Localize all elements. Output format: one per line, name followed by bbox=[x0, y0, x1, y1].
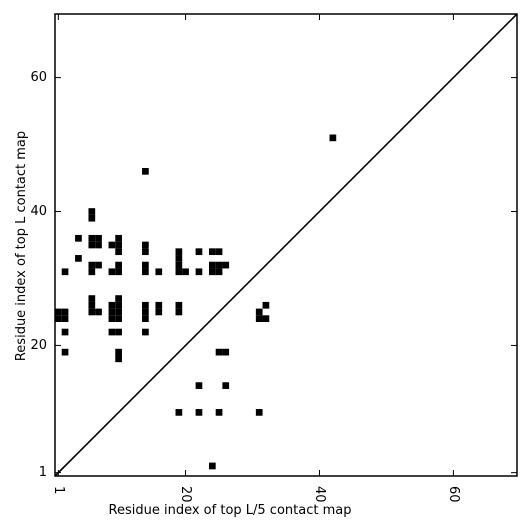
contact-cell bbox=[175, 308, 183, 316]
contact-cell bbox=[108, 268, 116, 276]
contact-cell bbox=[155, 268, 163, 276]
contact-cell bbox=[175, 261, 183, 269]
diagonal-line bbox=[54, 13, 518, 477]
contact-cell bbox=[88, 234, 96, 242]
contact-cell bbox=[329, 134, 337, 142]
contact-cell bbox=[182, 268, 189, 276]
contact-cell bbox=[75, 255, 82, 262]
contact-cell bbox=[75, 234, 82, 242]
contact-cell bbox=[195, 268, 203, 276]
contact-cell bbox=[175, 268, 183, 276]
contact-cell bbox=[61, 308, 69, 316]
x-tick-label: 40 bbox=[312, 486, 327, 503]
x-tick-label: 60 bbox=[446, 486, 461, 503]
contact-cell bbox=[262, 315, 270, 322]
contact-cell bbox=[209, 248, 216, 256]
contact-cell bbox=[88, 268, 96, 276]
contact-cell bbox=[95, 241, 102, 249]
contact-cell bbox=[108, 328, 116, 336]
contact-cell bbox=[55, 308, 62, 316]
x-tick-label: 1 bbox=[51, 486, 66, 494]
contact-cell bbox=[142, 301, 149, 309]
y-axis-label: Residue index of top L contact map bbox=[14, 131, 29, 361]
contact-cell bbox=[215, 409, 223, 416]
contact-cell bbox=[108, 241, 116, 249]
contact-cell bbox=[175, 255, 183, 262]
contact-cell bbox=[108, 301, 116, 309]
contact-cell bbox=[195, 409, 203, 416]
contact-cell bbox=[155, 308, 163, 316]
contact-cell bbox=[108, 315, 116, 322]
contact-cell bbox=[115, 308, 122, 316]
contact-cell bbox=[142, 168, 149, 175]
contact-cell bbox=[115, 248, 122, 256]
contact-cell bbox=[222, 261, 230, 269]
contact-cell bbox=[88, 208, 96, 215]
contact-cell bbox=[115, 355, 122, 363]
contact-cell bbox=[142, 261, 149, 269]
contact-cell bbox=[61, 348, 69, 356]
contact-cell bbox=[195, 382, 203, 389]
contact-cell bbox=[155, 301, 163, 309]
plot-frame bbox=[54, 13, 518, 477]
contact-cell bbox=[88, 301, 96, 309]
contact-cell bbox=[142, 241, 149, 249]
contact-cell bbox=[215, 248, 223, 256]
contact-cell bbox=[61, 268, 69, 276]
contact-cell bbox=[209, 261, 216, 269]
contact-cell bbox=[215, 268, 223, 276]
contact-cell bbox=[95, 308, 102, 316]
contact-cell bbox=[215, 348, 223, 356]
contact-cell bbox=[222, 348, 230, 356]
contact-cell bbox=[175, 248, 183, 256]
contact-cell bbox=[115, 328, 122, 336]
contact-cell bbox=[195, 248, 203, 256]
contact-cell bbox=[115, 348, 122, 356]
y-tick-label: 1 bbox=[39, 465, 47, 480]
contact-cell bbox=[115, 234, 122, 242]
contact-cell bbox=[209, 462, 216, 470]
contact-cell bbox=[222, 382, 230, 389]
contact-cell bbox=[209, 268, 216, 276]
contact-cell bbox=[115, 268, 122, 276]
y-tick-label: 60 bbox=[30, 70, 47, 85]
contact-cell bbox=[115, 315, 122, 322]
contact-cell bbox=[115, 295, 122, 302]
y-tick-label: 20 bbox=[30, 338, 47, 353]
contact-cell bbox=[108, 308, 116, 316]
contact-cell bbox=[115, 301, 122, 309]
contact-cell bbox=[61, 328, 69, 336]
contact-cell bbox=[215, 261, 223, 269]
y-tick-label: 40 bbox=[30, 204, 47, 219]
contact-cell bbox=[142, 328, 149, 336]
contact-cell bbox=[95, 261, 102, 269]
contact-cell bbox=[142, 248, 149, 256]
contact-cell bbox=[175, 409, 183, 416]
contact-cell bbox=[61, 315, 69, 322]
contact-cell bbox=[255, 315, 263, 322]
contact-cell bbox=[175, 301, 183, 309]
contact-cell bbox=[255, 409, 263, 416]
contact-cell bbox=[88, 295, 96, 302]
x-axis-label: Residue index of top L/5 contact map bbox=[109, 503, 352, 518]
contact-cell bbox=[262, 301, 270, 309]
contact-cell bbox=[142, 315, 149, 322]
contact-cell bbox=[88, 261, 96, 269]
contact-cell bbox=[255, 308, 263, 316]
contact-cell bbox=[88, 241, 96, 249]
contact-cell bbox=[115, 241, 122, 249]
contact-cell bbox=[55, 315, 62, 322]
x-tick-label: 20 bbox=[178, 486, 193, 503]
contact-cell bbox=[95, 234, 102, 242]
contact-cell bbox=[142, 308, 149, 316]
contact-cell bbox=[115, 261, 122, 269]
contact-cell bbox=[88, 214, 96, 222]
contact-cell bbox=[142, 268, 149, 276]
contact-cell bbox=[88, 308, 96, 316]
